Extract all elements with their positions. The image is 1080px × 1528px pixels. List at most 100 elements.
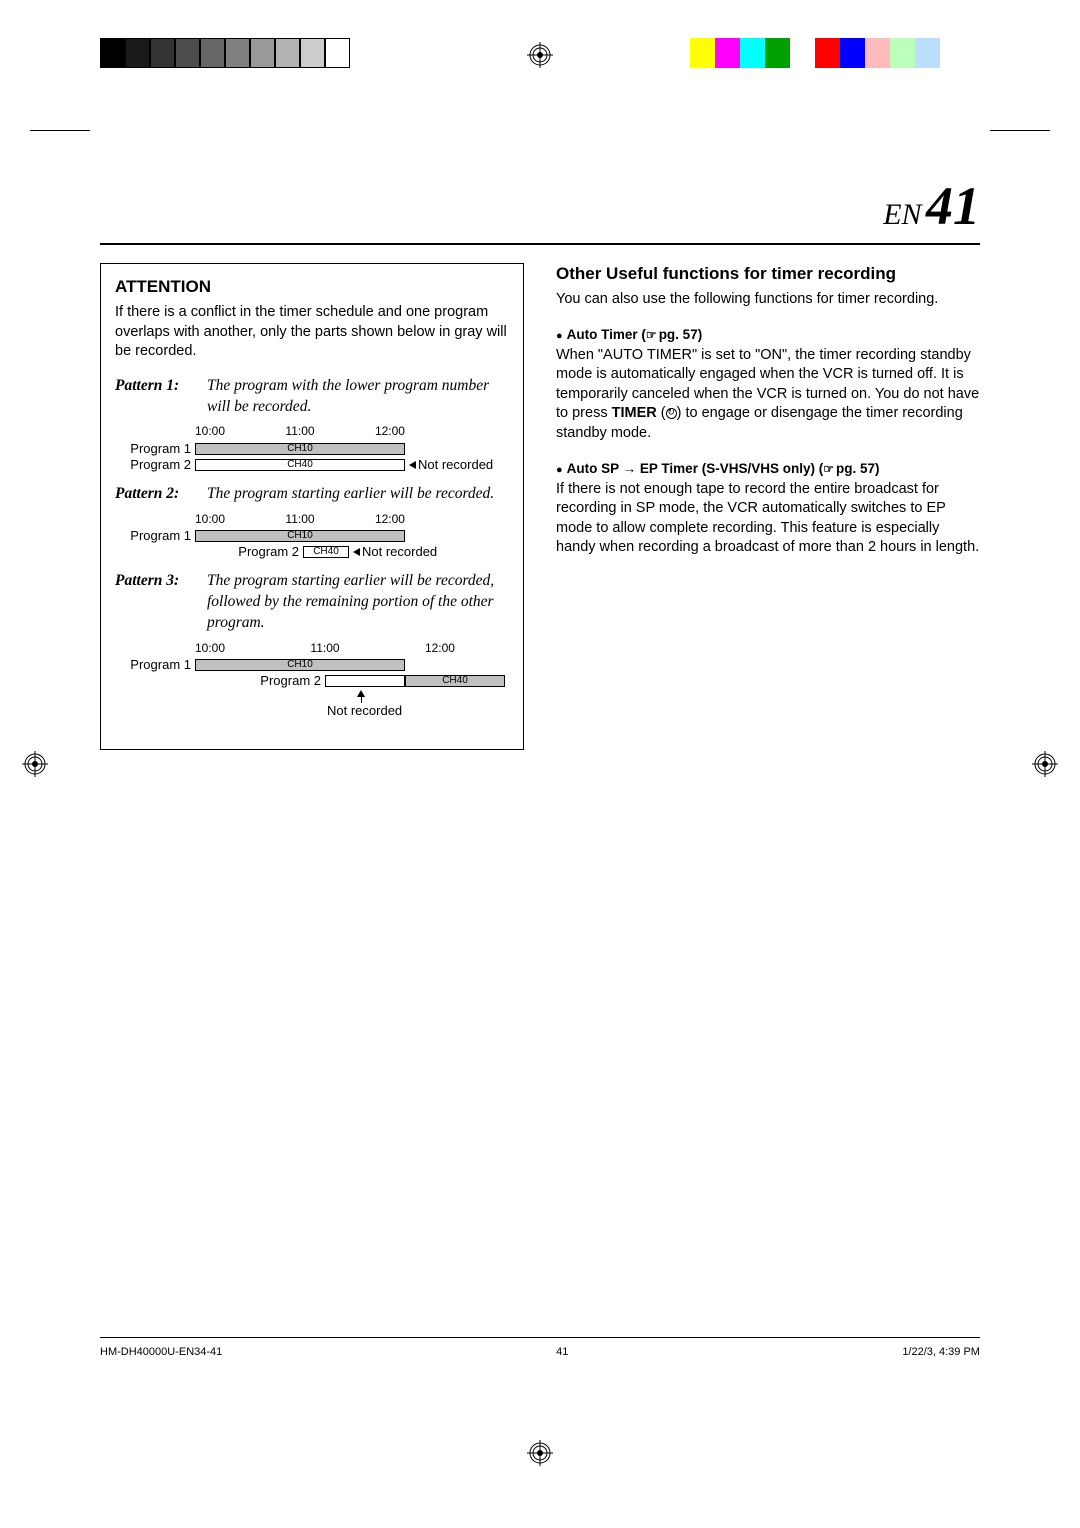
attention-intro: If there is a conflict in the timer sche… xyxy=(115,303,509,362)
program-row: Program 1 CH10 xyxy=(121,442,509,456)
color-bar xyxy=(690,38,940,68)
header-rule xyxy=(100,243,980,245)
left-column: ATTENTION If there is a conflict in the … xyxy=(100,263,524,750)
pattern-block: Pattern 2: The program starting earlier w… xyxy=(115,484,509,559)
bar-wrap: CH40 xyxy=(303,546,349,558)
time-label: 11:00 xyxy=(285,423,314,439)
channel-label: CH10 xyxy=(287,529,313,543)
right-intro: You can also use the following functions… xyxy=(556,290,980,310)
attention-box: ATTENTION If there is a conflict in the … xyxy=(100,263,524,750)
grayscale-bar xyxy=(100,38,350,68)
program-row: Program 2 CH40 xyxy=(121,674,509,688)
bar-wrap: CH10 xyxy=(195,659,405,671)
channel-label: CH40 xyxy=(442,674,468,688)
timeline-bar: CH40 xyxy=(303,546,349,558)
time-label: 12:00 xyxy=(425,640,455,656)
crop-line-right xyxy=(990,130,1050,131)
feature-title: Auto Timer (pg. 57) xyxy=(556,326,980,344)
pattern-header: Pattern 1: The program with the lower pro… xyxy=(115,376,509,418)
footer-doc-id: HM-DH40000U-EN34-41 xyxy=(100,1346,222,1358)
time-axis: 10:00 11:00 12:00 xyxy=(195,423,405,439)
pattern-label: Pattern 2: xyxy=(115,484,193,505)
registration-mark-top xyxy=(527,42,553,68)
grayscale-swatch xyxy=(100,38,125,68)
color-swatch xyxy=(765,38,790,68)
lang-code: EN xyxy=(883,198,921,231)
time-label: 10:00 xyxy=(195,511,225,527)
pattern-label: Pattern 1: xyxy=(115,376,193,418)
pattern-desc: The program starting earlier will be rec… xyxy=(207,484,494,505)
time-label: 11:00 xyxy=(310,640,339,656)
bar-wrap: CH10 xyxy=(195,443,405,455)
grayscale-swatch xyxy=(150,38,175,68)
pattern-header: Pattern 2: The program starting earlier w… xyxy=(115,484,509,505)
program-label: Program 2 xyxy=(121,672,325,690)
time-label: 10:00 xyxy=(195,640,225,656)
page-content: EN 41 ATTENTION If there is a conflict i… xyxy=(100,175,980,1293)
bar-wrap: CH10 xyxy=(195,530,405,542)
bar-wrap: CH40 xyxy=(325,675,505,687)
feature-title: Auto SP → EP Timer (S-VHS/VHS only) (pg.… xyxy=(556,460,980,478)
time-axis: 10:00 11:00 12:00 xyxy=(195,511,405,527)
channel-label: CH40 xyxy=(313,545,339,559)
grayscale-swatch xyxy=(125,38,150,68)
grayscale-swatch xyxy=(275,38,300,68)
pattern-block: Pattern 1: The program with the lower pro… xyxy=(115,376,509,472)
color-swatch xyxy=(815,38,840,68)
page-footer: HM-DH40000U-EN34-41 41 1/22/3, 4:39 PM xyxy=(100,1337,980,1358)
program-label: Program 1 xyxy=(121,440,195,458)
timeline-bar: CH40 xyxy=(195,459,405,471)
feature-block: Auto SP → EP Timer (S-VHS/VHS only) (pg.… xyxy=(556,460,980,558)
features-container: Auto Timer (pg. 57) When "AUTO TIMER" is … xyxy=(556,326,980,559)
attention-title: ATTENTION xyxy=(115,276,509,299)
crop-line-left xyxy=(30,130,90,131)
program-row: Program 2CH40Not recorded xyxy=(121,545,509,559)
not-recorded-annotation: Not recorded xyxy=(409,456,493,474)
timeline-bar: CH40 xyxy=(405,675,505,687)
color-swatch xyxy=(915,38,940,68)
program-label: Program 1 xyxy=(121,527,195,545)
timeline-bar xyxy=(325,675,405,687)
two-column-layout: ATTENTION If there is a conflict in the … xyxy=(100,263,980,750)
registration-mark-left xyxy=(22,751,48,777)
program-row: Program 2CH40 Not recorded xyxy=(121,458,509,472)
program-row: Program 1 CH10 xyxy=(121,529,509,543)
pattern-label: Pattern 3: xyxy=(115,571,193,634)
timing-diagram: 10:00 11:00 12:00 Program 1CH10Program 2 CH4… xyxy=(121,640,509,720)
channel-label: CH10 xyxy=(287,442,313,456)
page-header: EN 41 xyxy=(100,175,980,237)
timer-keyword: TIMER xyxy=(612,405,657,421)
color-swatch xyxy=(690,38,715,68)
grayscale-swatch xyxy=(325,38,350,68)
not-recorded-annotation: Not recorded xyxy=(327,702,509,720)
registration-mark-bottom xyxy=(527,1440,553,1466)
registration-mark-right xyxy=(1032,751,1058,777)
feature-block: Auto Timer (pg. 57) When "AUTO TIMER" is … xyxy=(556,326,980,444)
pattern-block: Pattern 3:The program starting earlier w… xyxy=(115,571,509,720)
time-label: 12:00 xyxy=(375,423,405,439)
grayscale-swatch xyxy=(225,38,250,68)
timing-diagram: 10:0011:0012:00Program 1CH10Program 2CH4… xyxy=(121,511,509,559)
color-swatch xyxy=(840,38,865,68)
grayscale-swatch xyxy=(250,38,275,68)
program-label: Program 1 xyxy=(121,656,195,674)
pattern-desc: The program with the lower program numbe… xyxy=(207,376,509,418)
timer-icon xyxy=(666,408,677,419)
footer-page: 41 xyxy=(556,1346,568,1358)
program-row: Program 1CH10 xyxy=(121,658,509,672)
feature-body: When "AUTO TIMER" is set to "ON", the ti… xyxy=(556,346,980,444)
grayscale-swatch xyxy=(175,38,200,68)
color-swatch xyxy=(865,38,890,68)
timeline-bar: CH10 xyxy=(195,530,405,542)
time-label: 12:00 xyxy=(375,511,405,527)
program-label: Program 2 xyxy=(121,456,195,474)
time-label: 10:00 xyxy=(195,423,225,439)
color-swatch xyxy=(740,38,765,68)
time-label: 11:00 xyxy=(285,511,314,527)
time-axis: 10:00 11:00 12:00 xyxy=(195,640,455,656)
page-number: 41 xyxy=(926,176,980,236)
arrow-up-icon xyxy=(355,690,509,702)
not-recorded-annotation: Not recorded xyxy=(353,543,437,561)
right-title: Other Useful functions for timer recordi… xyxy=(556,263,980,286)
bar-wrap: CH40 xyxy=(195,459,405,471)
